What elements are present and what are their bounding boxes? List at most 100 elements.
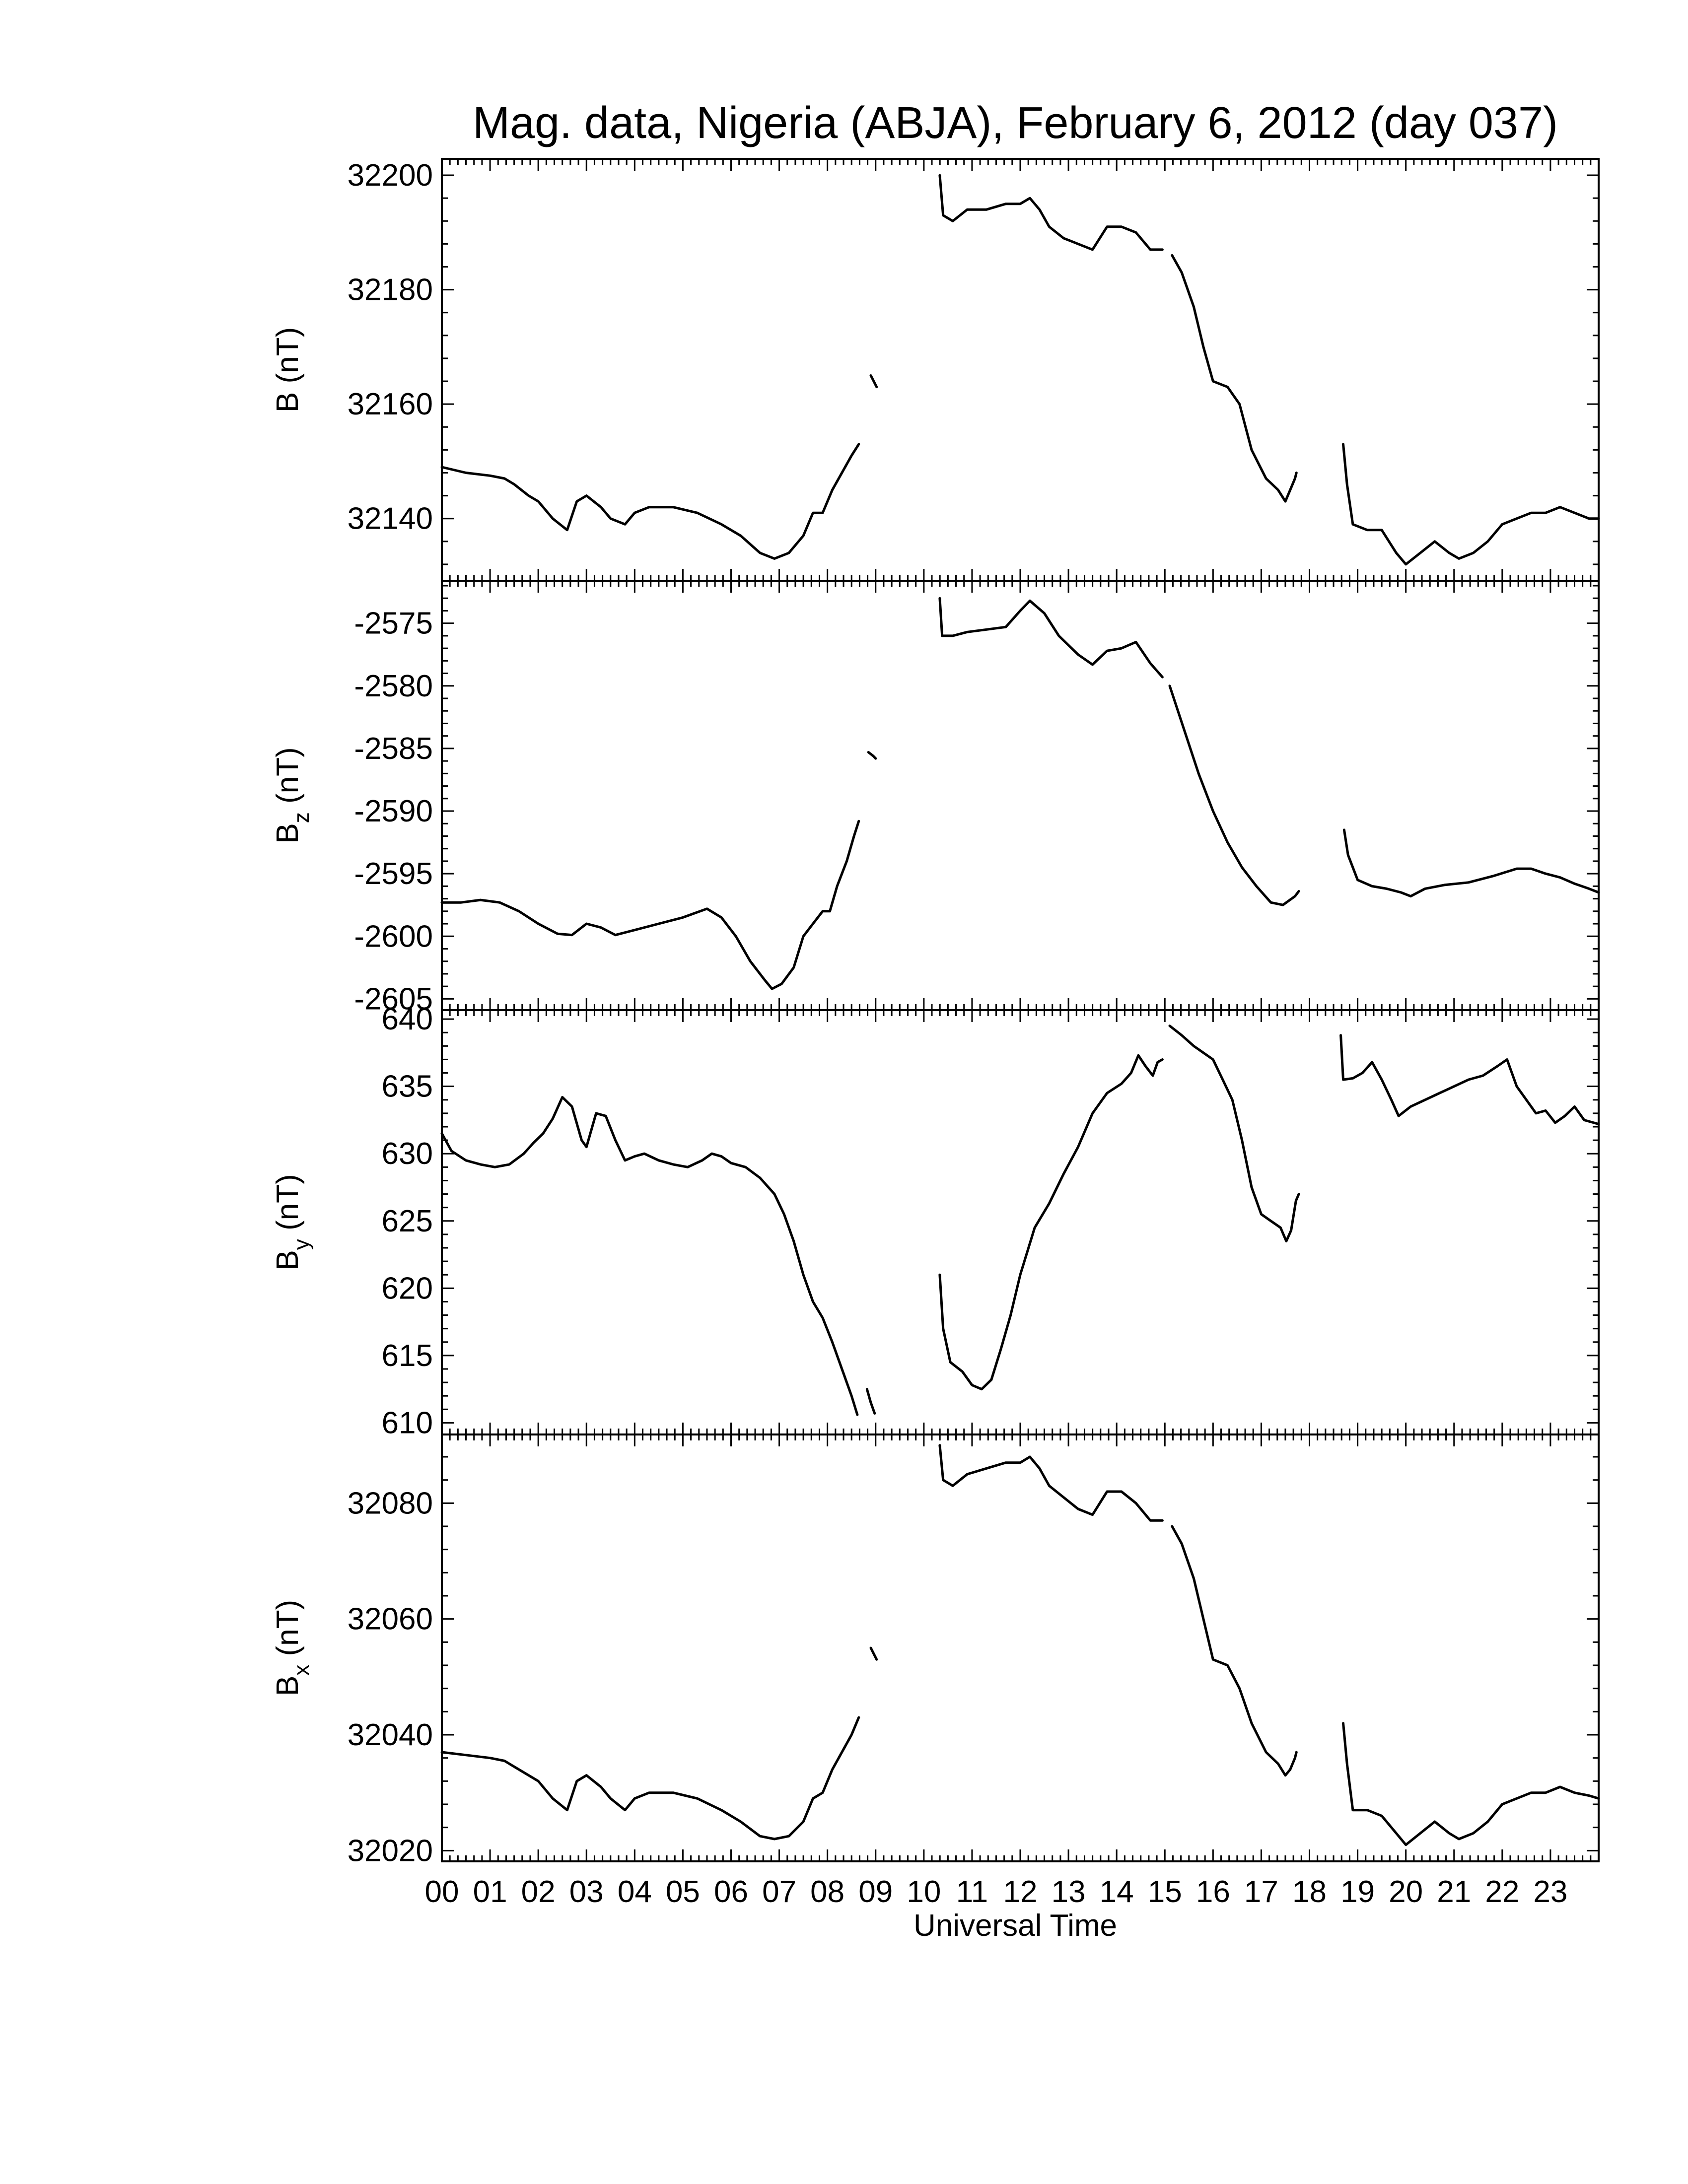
y-tick-label: 32040 [348, 1718, 433, 1752]
x-tick-label: 19 [1340, 1875, 1375, 1909]
panel-Bx: 32020 32040 32060 32080 Bx (nT) [271, 1433, 1600, 1868]
x-tick-label: 15 [1148, 1875, 1182, 1909]
y-tick-label: 610 [382, 1406, 433, 1440]
y-ticks [442, 174, 1599, 565]
x-tick-label: 10 [907, 1875, 941, 1909]
series-line-Bx [440, 1716, 860, 1841]
x-tick-label: 08 [810, 1875, 844, 1909]
y-axis-title-unit: (nT) [271, 1174, 305, 1239]
x-tick-label: 05 [666, 1875, 700, 1909]
y-axis-title-main: B [271, 1676, 305, 1696]
y-axis-title: Bx (nT) [271, 1600, 314, 1696]
y-tick-label: 32200 [348, 158, 433, 193]
panel-By: 610 615 620 625 630 635 640 By (nT) [271, 1002, 1600, 1440]
series-line-B [440, 443, 860, 560]
y-ticks [442, 1456, 1599, 1851]
y-tick-label: 32140 [348, 502, 433, 536]
series-line-By [1168, 1024, 1300, 1242]
panel-frame [441, 158, 1600, 582]
x-tick-label: 18 [1292, 1875, 1327, 1909]
y-axis-title-unit: (nT) [271, 1600, 305, 1665]
x-tick-label: 11 [956, 1875, 988, 1909]
series-line-B [938, 174, 1164, 251]
y-tick-label: 640 [382, 1002, 433, 1036]
series-line-Bx [1342, 1722, 1600, 1846]
y-axis-title-main: B [271, 1250, 305, 1270]
y-axis-title-subscript: y [289, 1239, 314, 1250]
y-tick-label: -2590 [354, 794, 433, 828]
series-line-B [869, 374, 878, 389]
x-tick-label: 17 [1244, 1875, 1278, 1909]
series-line-Bx [869, 1646, 878, 1661]
y-tick-label: -2600 [354, 919, 433, 954]
x-tick-label: 02 [521, 1875, 556, 1909]
panel-frame [441, 1433, 1600, 1862]
x-ticks [441, 581, 1600, 1010]
series-line-Bx [1171, 1525, 1298, 1777]
series-line-Bz [1168, 684, 1300, 906]
y-tick-label: -2605 [354, 982, 433, 1016]
y-tick-label: 32160 [348, 387, 433, 421]
series-line-By [1339, 1034, 1600, 1126]
x-ticks [441, 159, 1600, 581]
y-axis-title: B (nT) [271, 327, 305, 412]
x-tick-label: 20 [1389, 1875, 1423, 1909]
series-line-Bz [938, 597, 1164, 679]
y-axis-title-main: B [271, 392, 305, 412]
y-ticks [442, 585, 1599, 1000]
y-tick-label: 630 [382, 1137, 433, 1171]
x-tick-label: 23 [1533, 1875, 1567, 1909]
chart-title: Mag. data, Nigeria (ABJA), February 6, 2… [473, 98, 1558, 148]
y-axis-title: By (nT) [271, 1174, 314, 1270]
series-line-By [938, 1054, 1164, 1391]
series-line-By [865, 1388, 876, 1415]
y-tick-label: 32180 [348, 273, 433, 307]
y-axis-title-main: B [271, 823, 305, 843]
x-tick-label: 14 [1100, 1875, 1134, 1909]
x-tick-label: 06 [714, 1875, 748, 1909]
x-tick-label: 07 [762, 1875, 796, 1909]
x-tick-label: 22 [1485, 1875, 1519, 1909]
x-ticks [441, 1010, 1600, 1434]
x-tick-label: 13 [1052, 1875, 1086, 1909]
x-tick-labels: 00 01 02 03 04 05 06 07 08 09 10 11 12 13 14 15 16 17 18 19… [425, 1875, 1568, 1909]
series-line-By [440, 1095, 859, 1416]
y-axis-title-subscript: z [289, 812, 314, 823]
y-tick-label: 635 [382, 1070, 433, 1104]
panel-Bz: -2605 -2600 -2595 -2590 -2585 -2580 -2575 Bz (n… [271, 580, 1600, 1016]
panel-B: 32140 32160 32180 32200 B (nT) [271, 158, 1600, 582]
series-line-Bz [1342, 828, 1600, 898]
y-tick-label: 620 [382, 1271, 433, 1305]
y-tick-label: 615 [382, 1339, 433, 1373]
series-line-Bz [867, 751, 877, 760]
x-ticks [441, 1434, 1600, 1861]
y-axis-title-subscript: x [289, 1665, 314, 1676]
series-line-Bx [938, 1444, 1164, 1522]
x-tick-label: 01 [473, 1875, 507, 1909]
x-tick-label: 12 [1003, 1875, 1038, 1909]
x-axis-title: Universal Time [914, 1909, 1117, 1943]
y-tick-label: -2580 [354, 669, 433, 703]
x-tick-label: 00 [425, 1875, 459, 1909]
y-axis-title-unit: (nT) [271, 327, 305, 392]
y-axis-title: Bz (nT) [271, 747, 314, 843]
series-line-Bz [440, 819, 860, 990]
y-axis-title-unit: (nT) [271, 747, 305, 812]
panel-frame [441, 1009, 1600, 1435]
series-line-B [1342, 443, 1600, 566]
y-tick-label: -2575 [354, 607, 433, 641]
y-tick-label: -2595 [354, 857, 433, 891]
x-tick-label: 21 [1437, 1875, 1471, 1909]
chart-panels: 32140 32160 32180 32200 B (nT) -2605 -2600 -259… [271, 158, 1600, 1868]
y-ticks [442, 1018, 1599, 1424]
x-tick-label: 16 [1196, 1875, 1230, 1909]
panel-frame [441, 580, 1600, 1011]
x-tick-label: 03 [569, 1875, 604, 1909]
series-line-B [1171, 254, 1298, 503]
x-tick-label: 09 [858, 1875, 893, 1909]
y-tick-label: 32020 [348, 1834, 433, 1868]
y-tick-label: 32060 [348, 1602, 433, 1637]
y-tick-label: 32080 [348, 1486, 433, 1520]
x-tick-label: 04 [618, 1875, 652, 1909]
